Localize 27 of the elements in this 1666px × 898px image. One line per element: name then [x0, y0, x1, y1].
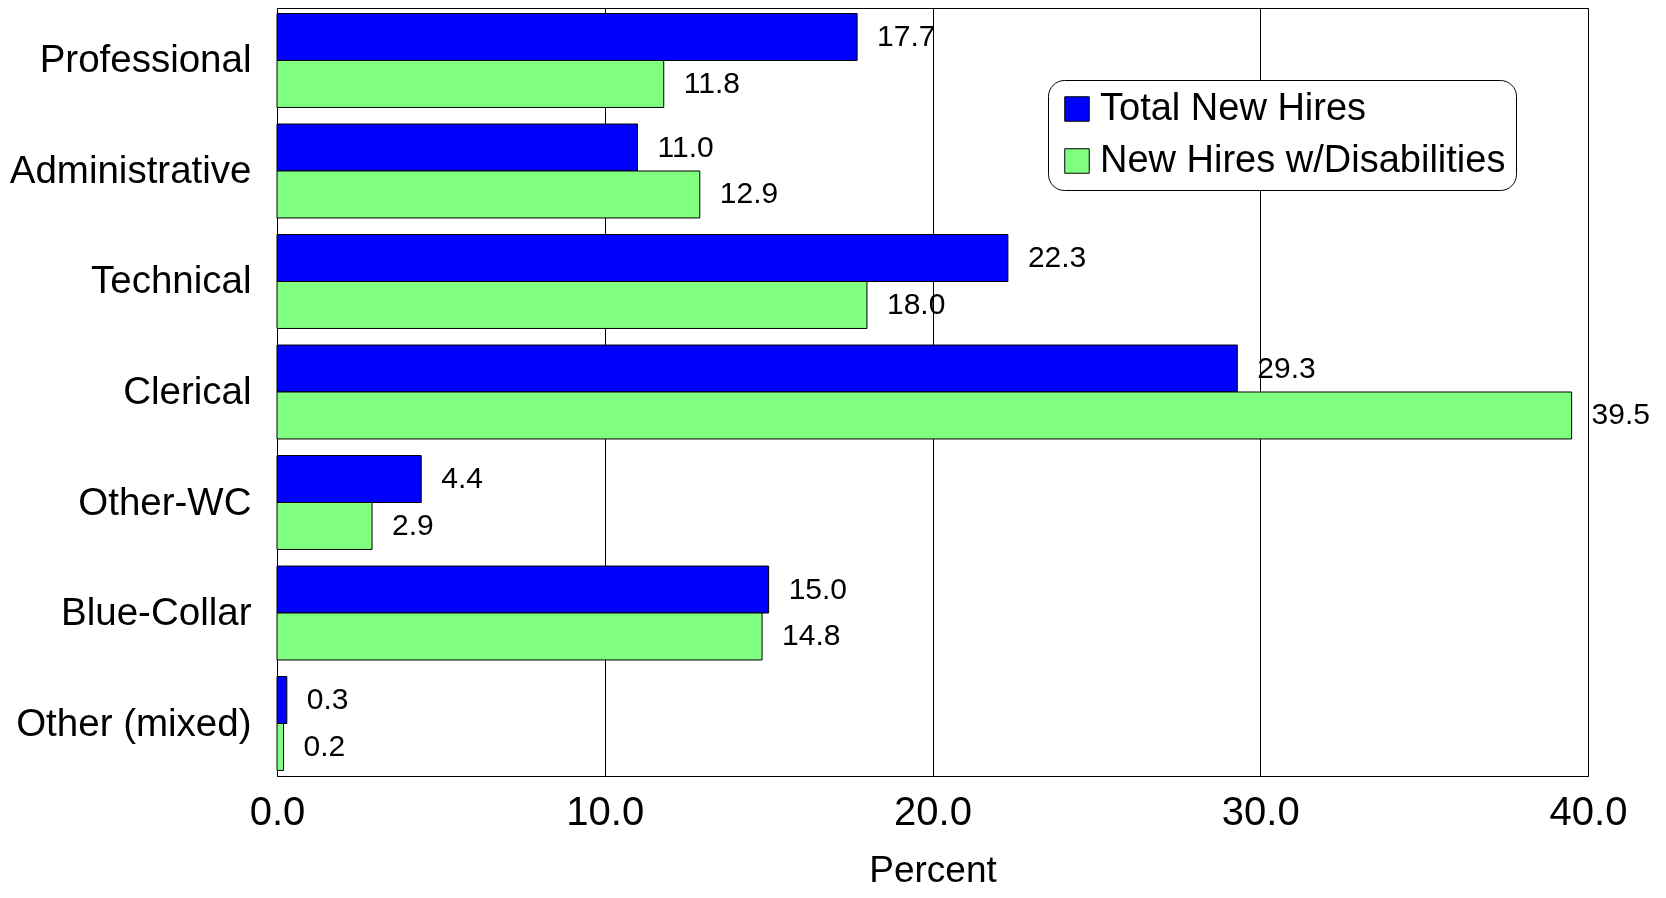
data-label: 0.3 — [306, 682, 349, 716]
x-tick-label: 20.0 — [894, 788, 972, 833]
legend-label: New Hires w/Disabilities — [1100, 138, 1506, 180]
x-tick-label: 10.0 — [566, 788, 645, 833]
data-label: 22.3 — [1027, 240, 1087, 274]
x-tick-label: 30.0 — [1221, 788, 1300, 833]
y-tick-label: Other (mixed) — [16, 700, 252, 744]
data-label: 0.2 — [303, 728, 346, 762]
x-tick-label: 0.0 — [249, 788, 306, 833]
y-tick-label: Clerical — [123, 369, 252, 412]
y-tick-label: Other-WC — [78, 479, 252, 523]
data-label: 39.5 — [1591, 397, 1650, 431]
x-axis-title: Percent — [869, 848, 998, 890]
data-label: 17.7 — [877, 19, 936, 53]
data-label: 2.9 — [392, 507, 434, 541]
data-label: 14.8 — [782, 618, 841, 652]
data-label: 12.9 — [719, 176, 779, 210]
data-label: 4.4 — [441, 461, 483, 495]
x-tick-label: 40.0 — [1549, 788, 1628, 833]
y-tick-label: Blue-Collar — [61, 590, 252, 634]
y-tick-label: Technical — [90, 258, 252, 302]
y-tick-label: Administrative — [9, 147, 252, 191]
data-label: 15.0 — [788, 571, 848, 605]
data-label: 11.0 — [657, 129, 714, 163]
y-tick-label: Professional — [39, 37, 252, 81]
legend-label: Total New Hires — [1100, 86, 1367, 128]
data-label: 11.8 — [683, 65, 740, 99]
